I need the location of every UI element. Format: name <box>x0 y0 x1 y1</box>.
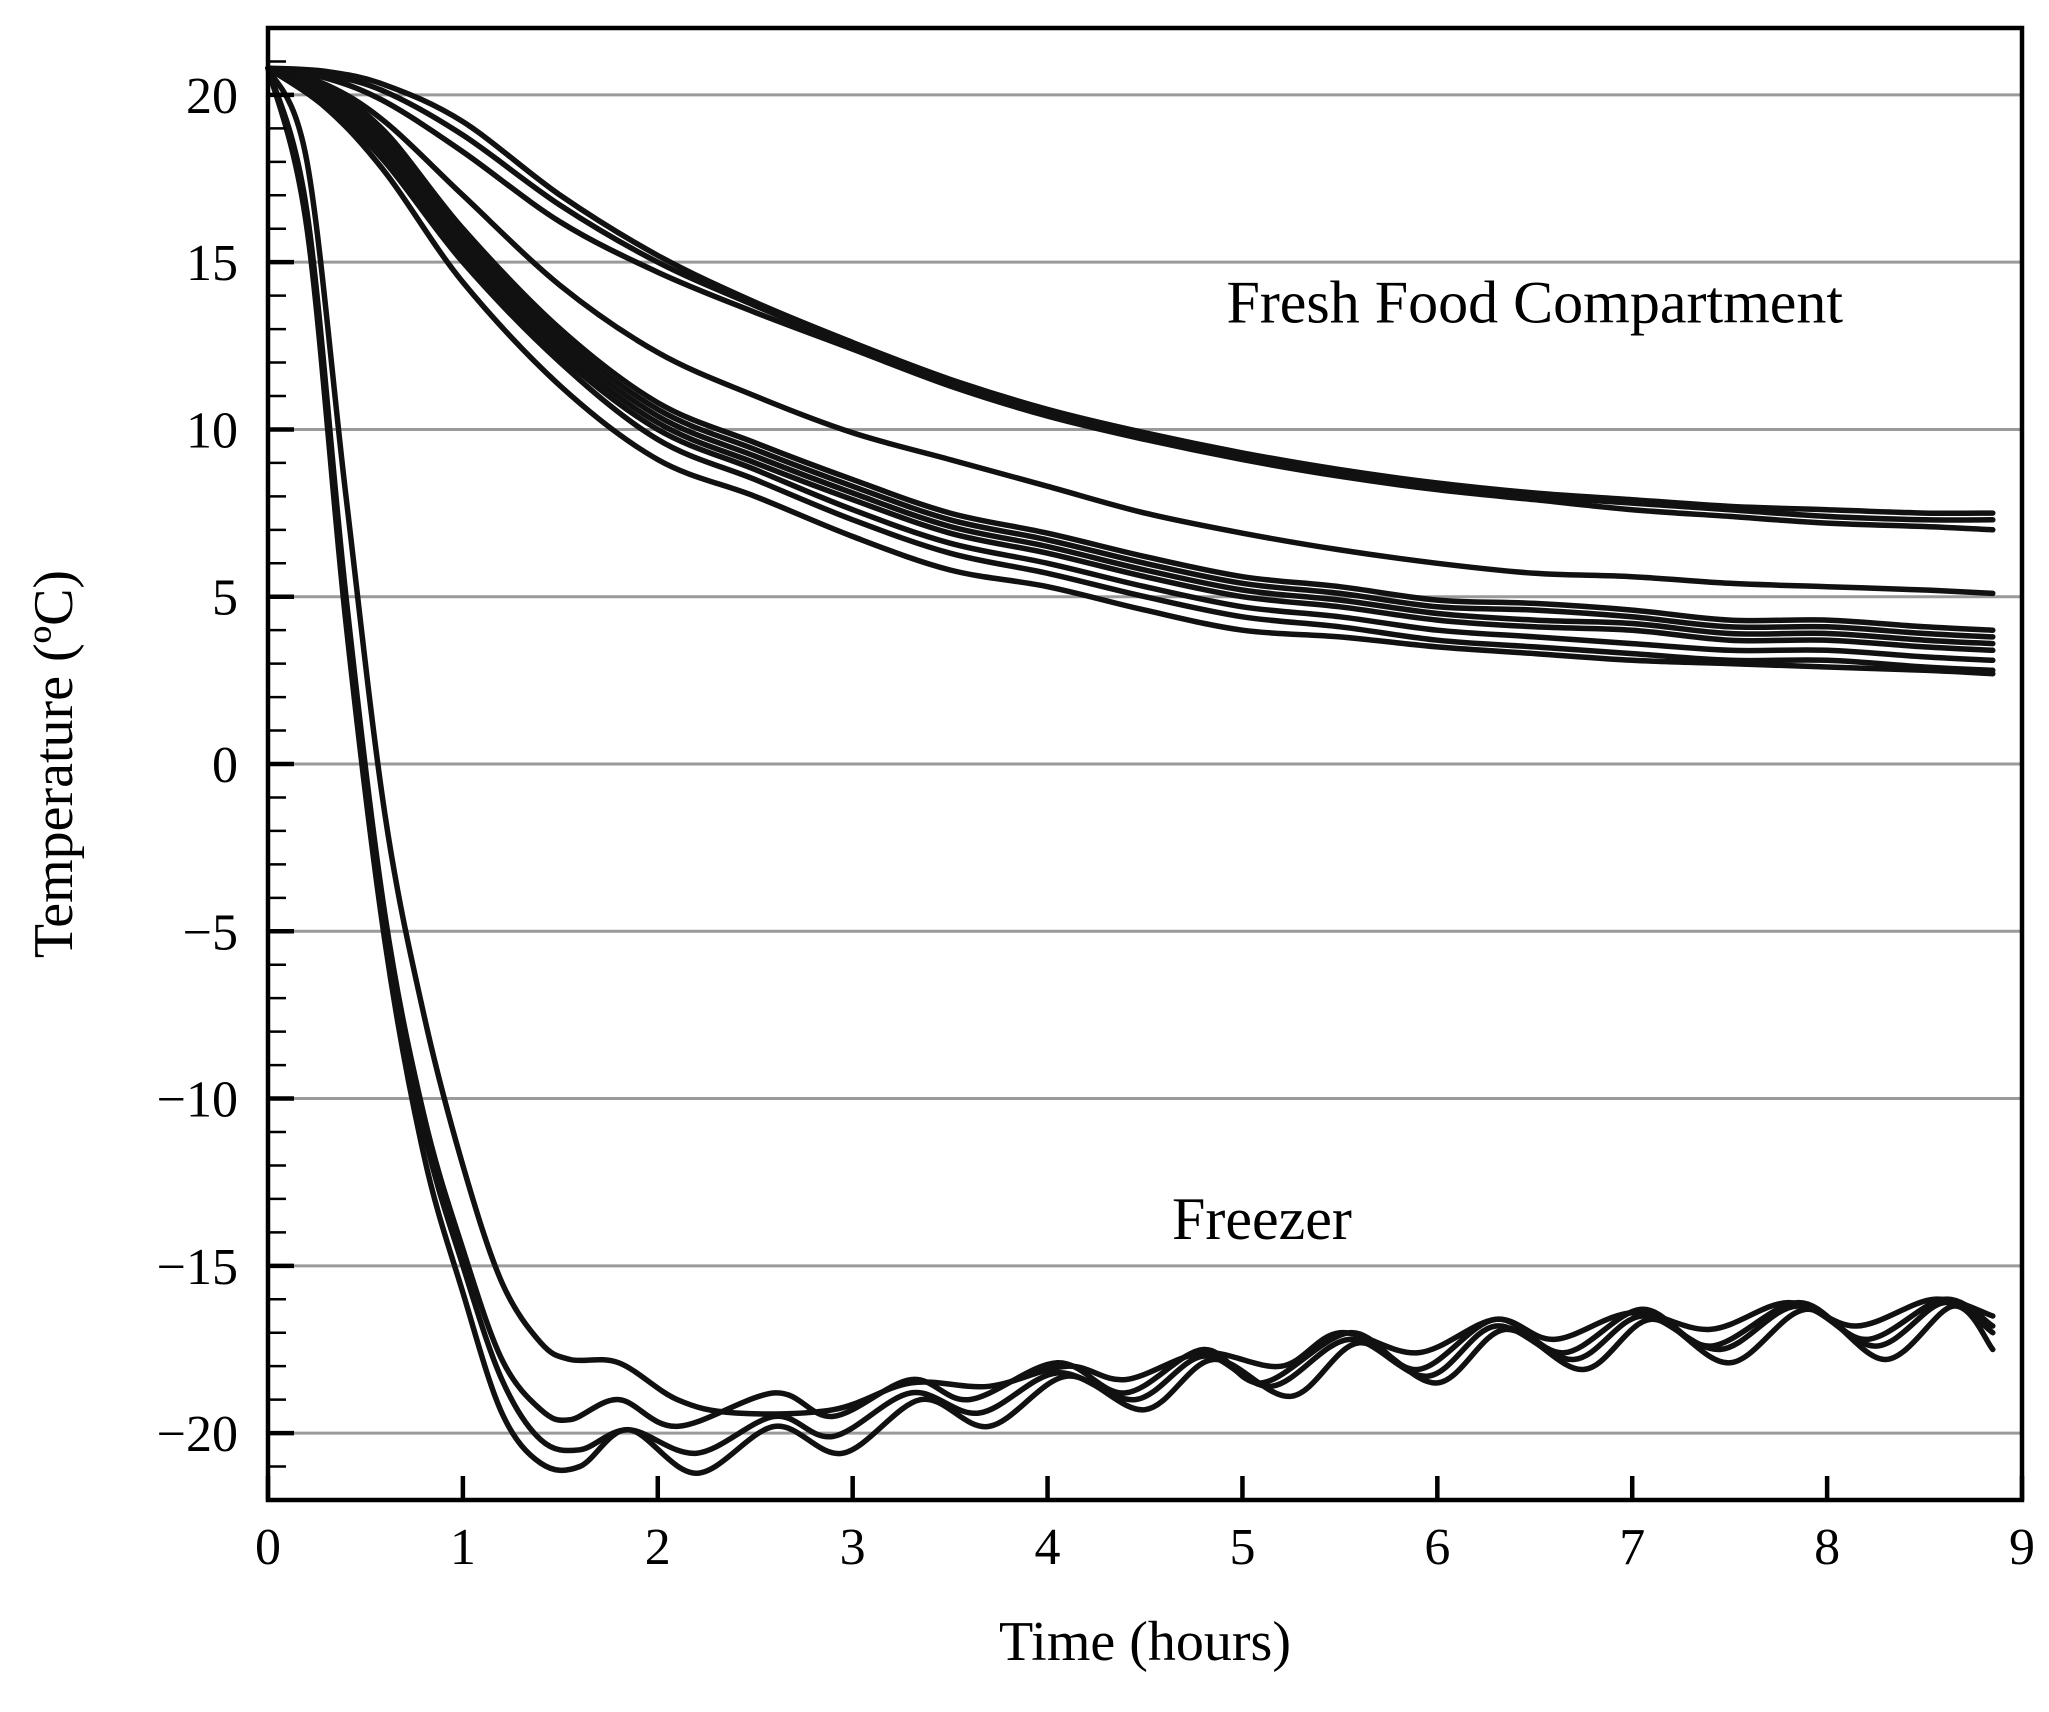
x-tick-label: 2 <box>645 1519 671 1576</box>
x-tick-label: 4 <box>1035 1519 1061 1576</box>
fresh-food-series-line-1 <box>265 65 1996 517</box>
fresh-food-series-line-7 <box>265 65 1996 647</box>
x-tick-label: 3 <box>840 1519 866 1576</box>
x-tick-label: 9 <box>2009 1519 2035 1576</box>
freezer-series-line-15 <box>265 65 1996 1476</box>
fresh-food-series-line-11 <box>265 65 1996 677</box>
y-tick-labels: 20 15 10 5 0 −5 −10 −15 −20 <box>157 68 238 1463</box>
y-tick-label: 10 <box>186 402 238 459</box>
axis-ticks <box>265 26 2025 1502</box>
fresh-food-series-line-9 <box>265 65 1996 664</box>
fresh-food-series-line-2 <box>265 65 1996 523</box>
series-lines <box>265 65 1996 1476</box>
x-axis-title: Time (hours) <box>999 1611 1291 1673</box>
fresh-food-series-line-8 <box>265 65 1996 654</box>
y-tick-label: 0 <box>212 737 238 794</box>
fresh-food-series-line-3 <box>265 65 1996 533</box>
gridlines <box>268 93 2022 1435</box>
y-tick-label: −20 <box>157 1406 238 1463</box>
x-tick-label: 6 <box>1424 1519 1450 1576</box>
annotation-freezer: Freezer <box>1172 1186 1352 1252</box>
fresh-food-series-line-6 <box>265 65 1996 640</box>
x-tick-label: 8 <box>1814 1519 1840 1576</box>
y-tick-label: −10 <box>157 1072 238 1129</box>
fresh-food-series-line-4 <box>265 65 1996 597</box>
y-tick-label: −15 <box>157 1239 238 1296</box>
annotation-fresh-food: Fresh Food Compartment <box>1226 269 1843 335</box>
y-tick-label: 20 <box>186 68 238 125</box>
x-tick-label: 1 <box>450 1519 476 1576</box>
x-tick-labels: 0 1 2 3 4 5 6 7 8 9 <box>255 1519 2035 1576</box>
x-tick-label: 0 <box>255 1519 281 1576</box>
y-axis-title: Temperature (ºC) <box>23 570 85 958</box>
x-tick-label: 7 <box>1619 1519 1645 1576</box>
y-tick-label: 5 <box>212 570 238 627</box>
y-tick-label: 15 <box>186 235 238 292</box>
y-tick-label: −5 <box>183 904 238 961</box>
x-tick-label: 5 <box>1229 1519 1255 1576</box>
fresh-food-series-line-10 <box>265 65 1996 674</box>
fresh-food-series-line-5 <box>265 65 1996 633</box>
